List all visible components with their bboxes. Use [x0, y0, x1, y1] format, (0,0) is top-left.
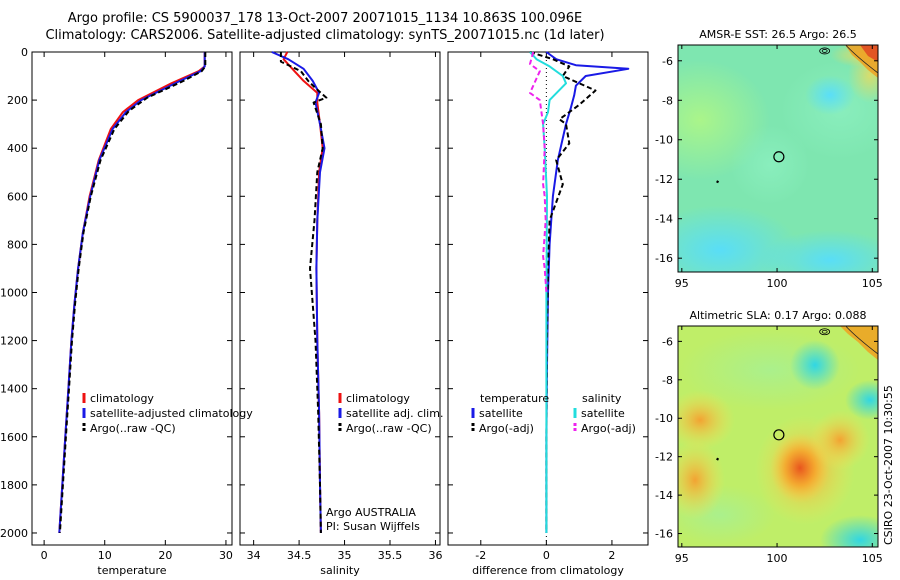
coastline: [845, 325, 879, 355]
island-marker: [716, 180, 720, 184]
island-contour: [819, 47, 831, 55]
salinity-annotation: Argo AUSTRALIA: [326, 506, 416, 519]
map-x-tick-label: 95: [675, 552, 689, 565]
sla-map-field: [678, 326, 878, 547]
y-tick-label: 200: [7, 94, 28, 107]
series-satellite-adjusted-climatology: [58, 52, 206, 534]
map-y-tick-label: -16: [655, 528, 673, 541]
island-contour: [821, 49, 828, 53]
series-temperature-argo-adj-: [529, 51, 597, 533]
map-y-tick-label: -8: [662, 374, 673, 387]
x-tick-label: 36: [428, 549, 442, 562]
argo-position-marker: [773, 151, 785, 163]
map-y-tick-label: -6: [662, 335, 673, 348]
island-marker: [716, 457, 720, 461]
series-argo-raw-qc-: [58, 52, 207, 534]
salinity-profile-xlabel: salinity: [320, 564, 360, 577]
y-tick-label: 1800: [0, 479, 28, 492]
map-x-tick-label: 105: [862, 277, 883, 290]
map-y-tick-label: -12: [655, 173, 673, 186]
y-tick-label: 0: [21, 46, 28, 59]
salinity-legend-label: satellite adj. clim.: [346, 407, 443, 420]
temperature-profile-frame: [31, 51, 233, 546]
series-satellite-adj-clim-: [271, 51, 326, 534]
difference-profile-xlabel: difference from climatology: [472, 564, 624, 577]
title-line-2: Climatology: CARS2006. Satellite-adjuste…: [45, 28, 605, 43]
x-tick-label: 34: [247, 549, 261, 562]
temperature-legend-label: satellite-adjusted climatology: [90, 407, 253, 420]
series-salinity-satellite: [529, 51, 567, 533]
x-tick-label: 0: [543, 549, 550, 562]
y-tick-label: 1400: [0, 383, 28, 396]
map-y-tick-label: -10: [655, 134, 673, 147]
y-tick-label: 1600: [0, 431, 28, 444]
map-x-tick-label: 100: [767, 277, 788, 290]
map-x-tick-label: 100: [767, 552, 788, 565]
map-y-tick-label: -14: [655, 213, 673, 226]
timestamp-stamp: CSIRO 23-Oct-2007 10:30:55: [882, 385, 895, 545]
x-tick-label: 34.5: [287, 549, 312, 562]
difference-temperature-legend-label: satellite: [479, 407, 523, 420]
y-tick-label: 800: [7, 238, 28, 251]
difference-legend-heading: temperature: [480, 392, 549, 405]
map-x-tick-label: 95: [675, 277, 689, 290]
sst-map-field: [678, 45, 878, 272]
map-y-tick-label: -16: [655, 252, 673, 265]
coastline: [845, 44, 879, 74]
temperature-legend-label: Argo(..raw -QC): [90, 422, 176, 435]
map-y-tick-label: -10: [655, 412, 673, 425]
x-tick-label: 35.5: [378, 549, 403, 562]
y-tick-label: 2000: [0, 527, 28, 540]
x-tick-label: 0: [41, 549, 48, 562]
series-climatology: [58, 52, 206, 534]
salinity-legend-label: climatology: [346, 392, 410, 405]
difference-legend-heading: salinity: [582, 392, 622, 405]
series-salinity-argo-adj-: [529, 51, 548, 293]
x-tick-label: -2: [475, 549, 486, 562]
y-tick-label: 1200: [0, 335, 28, 348]
sla-map-title: Altimetric SLA: 0.17 Argo: 0.088: [689, 309, 866, 322]
salinity-profile-frame: [239, 51, 441, 546]
series-temperature-satellite: [545, 51, 630, 533]
x-tick-label: 20: [158, 549, 172, 562]
salinity-legend-label: Argo(..raw -QC): [346, 422, 432, 435]
map-y-tick-label: -12: [655, 451, 673, 464]
difference-temperature-legend-label: Argo(-adj): [479, 422, 534, 435]
x-tick-label: 10: [98, 549, 112, 562]
title-line-1: Argo profile: CS 5900037_178 13-Oct-2007…: [67, 11, 583, 26]
difference-salinity-legend-label: Argo(-adj): [581, 422, 636, 435]
map-y-tick-label: -8: [662, 94, 673, 107]
x-tick-label: 30: [219, 549, 233, 562]
island-contour: [819, 328, 831, 336]
island-contour: [821, 329, 828, 334]
x-tick-label: 2: [608, 549, 615, 562]
map-y-tick-label: -14: [655, 489, 673, 502]
map-x-tick-label: 105: [862, 552, 883, 565]
salinity-annotation: PI: Susan Wijffels: [326, 520, 420, 533]
sst-map-title: AMSR-E SST: 26.5 Argo: 26.5: [699, 28, 857, 41]
figure-title: Argo profile: CS 5900037_178 13-Oct-2007…: [0, 10, 650, 44]
y-tick-label: 600: [7, 190, 28, 203]
y-tick-label: 400: [7, 142, 28, 155]
sst-map-frame: [677, 44, 879, 273]
y-tick-label: 1000: [0, 286, 28, 299]
x-tick-label: 35: [338, 549, 352, 562]
map-y-tick-label: -6: [662, 55, 673, 68]
argo-position-marker: [773, 429, 785, 441]
temperature-legend-label: climatology: [90, 392, 154, 405]
difference-salinity-legend-label: satellite: [581, 407, 625, 420]
temperature-profile-xlabel: temperature: [97, 564, 166, 577]
sla-map-frame: [677, 325, 879, 548]
